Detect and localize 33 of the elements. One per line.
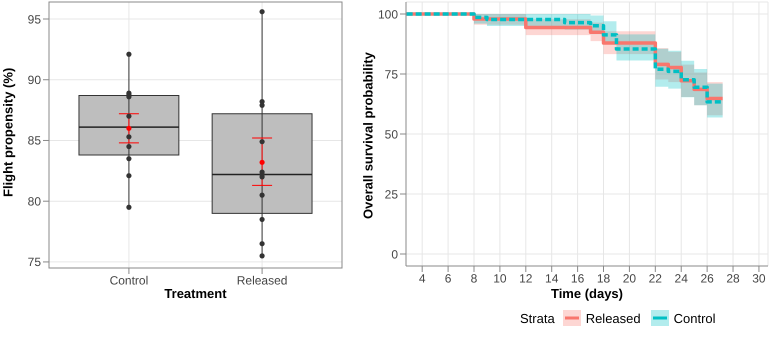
y-tick-label: 100 (378, 7, 398, 22)
y-tick-label: 85 (28, 134, 42, 148)
legend-label: Released (584, 310, 641, 326)
y-axis-title: Flight propensity (%) (0, 68, 16, 197)
legend-title: Strata (520, 310, 555, 326)
x-tick-label: 10 (493, 272, 507, 286)
y-tick-label: 80 (28, 194, 42, 208)
y-tick-label: 75 (384, 67, 398, 82)
x-tick-label: 6 (444, 272, 452, 286)
x-tick-label: 20 (622, 272, 636, 286)
x-tick-label: 4 (418, 272, 426, 286)
y-tick-label: 90 (28, 72, 42, 87)
x-tick-label: 22 (648, 272, 662, 286)
y-tick-label: 0 (391, 247, 398, 262)
x-tick-label: Released (236, 274, 288, 288)
x-tick-label: 18 (596, 272, 611, 286)
y-tick-label: 75 (28, 255, 42, 270)
x-tick-label: 8 (470, 272, 478, 286)
x-tick-label: 12 (519, 272, 533, 286)
x-tick-label: 30 (752, 272, 766, 286)
x-tick-label: 16 (570, 272, 585, 286)
x-tick-label: 24 (674, 272, 688, 286)
y-tick-label: 25 (384, 187, 398, 202)
y-tick-label: 95 (28, 12, 42, 26)
x-tick-label: 28 (726, 272, 740, 286)
y-tick-label: 50 (384, 127, 398, 142)
x-axis-title: Time (days) (550, 286, 624, 301)
x-tick-label: 14 (545, 272, 559, 286)
legend-label: Control (672, 310, 716, 326)
x-tick-label: Control (110, 274, 148, 288)
x-tick-label: 26 (700, 272, 714, 286)
y-axis-title: Overall survival probability (360, 51, 376, 219)
x-axis-title: Treatment (164, 286, 228, 301)
